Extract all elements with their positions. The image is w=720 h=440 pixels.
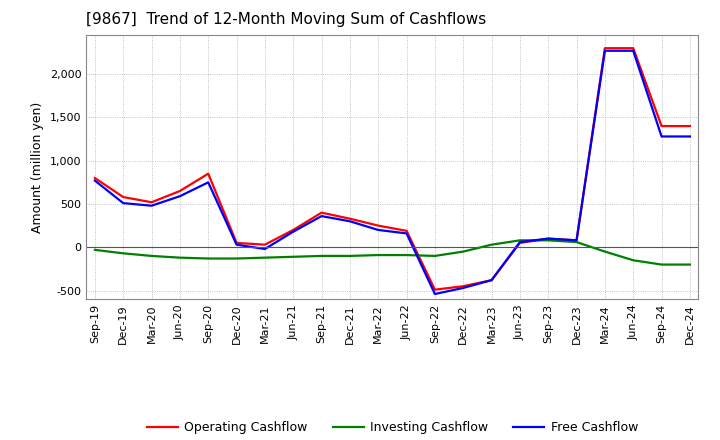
Operating Cashflow xyxy=(233,240,241,246)
Free Cashflow xyxy=(600,48,609,53)
Free Cashflow xyxy=(402,231,411,236)
Free Cashflow xyxy=(657,134,666,139)
Operating Cashflow xyxy=(261,242,269,247)
Investing Cashflow xyxy=(233,256,241,261)
Investing Cashflow xyxy=(600,249,609,254)
Operating Cashflow xyxy=(516,240,524,246)
Free Cashflow xyxy=(148,203,156,209)
Operating Cashflow xyxy=(176,188,184,194)
Operating Cashflow xyxy=(289,227,297,233)
Investing Cashflow xyxy=(657,262,666,267)
Investing Cashflow xyxy=(91,247,99,253)
Investing Cashflow xyxy=(685,262,694,267)
Investing Cashflow xyxy=(119,251,127,256)
Operating Cashflow xyxy=(657,124,666,129)
Operating Cashflow xyxy=(685,124,694,129)
Free Cashflow xyxy=(119,201,127,206)
Operating Cashflow xyxy=(119,194,127,200)
Investing Cashflow xyxy=(431,253,439,259)
Operating Cashflow xyxy=(487,278,496,283)
Free Cashflow xyxy=(544,236,552,241)
Operating Cashflow xyxy=(374,223,382,228)
Investing Cashflow xyxy=(318,253,326,259)
Investing Cashflow xyxy=(204,256,212,261)
Investing Cashflow xyxy=(402,253,411,258)
Line: Investing Cashflow: Investing Cashflow xyxy=(95,240,690,264)
Operating Cashflow xyxy=(91,176,99,181)
Line: Operating Cashflow: Operating Cashflow xyxy=(95,48,690,290)
Investing Cashflow xyxy=(516,238,524,243)
Investing Cashflow xyxy=(487,242,496,247)
Free Cashflow xyxy=(261,246,269,252)
Investing Cashflow xyxy=(459,249,467,254)
Free Cashflow xyxy=(233,242,241,247)
Free Cashflow xyxy=(487,278,496,283)
Operating Cashflow xyxy=(629,46,637,51)
Free Cashflow xyxy=(346,219,354,224)
Operating Cashflow xyxy=(544,236,552,241)
Investing Cashflow xyxy=(148,253,156,259)
Free Cashflow xyxy=(289,229,297,235)
Free Cashflow xyxy=(91,178,99,183)
Free Cashflow xyxy=(374,227,382,233)
Operating Cashflow xyxy=(402,228,411,234)
Operating Cashflow xyxy=(346,216,354,221)
Investing Cashflow xyxy=(374,253,382,258)
Line: Free Cashflow: Free Cashflow xyxy=(95,51,690,294)
Y-axis label: Amount (million yen): Amount (million yen) xyxy=(32,102,45,233)
Operating Cashflow xyxy=(318,210,326,215)
Free Cashflow xyxy=(318,213,326,219)
Free Cashflow xyxy=(685,134,694,139)
Investing Cashflow xyxy=(346,253,354,259)
Operating Cashflow xyxy=(459,283,467,289)
Investing Cashflow xyxy=(629,257,637,263)
Investing Cashflow xyxy=(261,255,269,260)
Investing Cashflow xyxy=(176,255,184,260)
Operating Cashflow xyxy=(148,200,156,205)
Text: [9867]  Trend of 12-Month Moving Sum of Cashflows: [9867] Trend of 12-Month Moving Sum of C… xyxy=(86,12,487,27)
Free Cashflow xyxy=(572,238,581,243)
Free Cashflow xyxy=(629,48,637,53)
Free Cashflow xyxy=(176,194,184,199)
Operating Cashflow xyxy=(204,171,212,176)
Operating Cashflow xyxy=(431,287,439,292)
Free Cashflow xyxy=(431,291,439,297)
Operating Cashflow xyxy=(600,46,609,51)
Legend: Operating Cashflow, Investing Cashflow, Free Cashflow: Operating Cashflow, Investing Cashflow, … xyxy=(142,416,643,439)
Investing Cashflow xyxy=(544,238,552,243)
Free Cashflow xyxy=(204,180,212,185)
Operating Cashflow xyxy=(572,238,581,243)
Free Cashflow xyxy=(459,285,467,290)
Investing Cashflow xyxy=(289,254,297,260)
Investing Cashflow xyxy=(572,239,581,245)
Free Cashflow xyxy=(516,239,524,245)
